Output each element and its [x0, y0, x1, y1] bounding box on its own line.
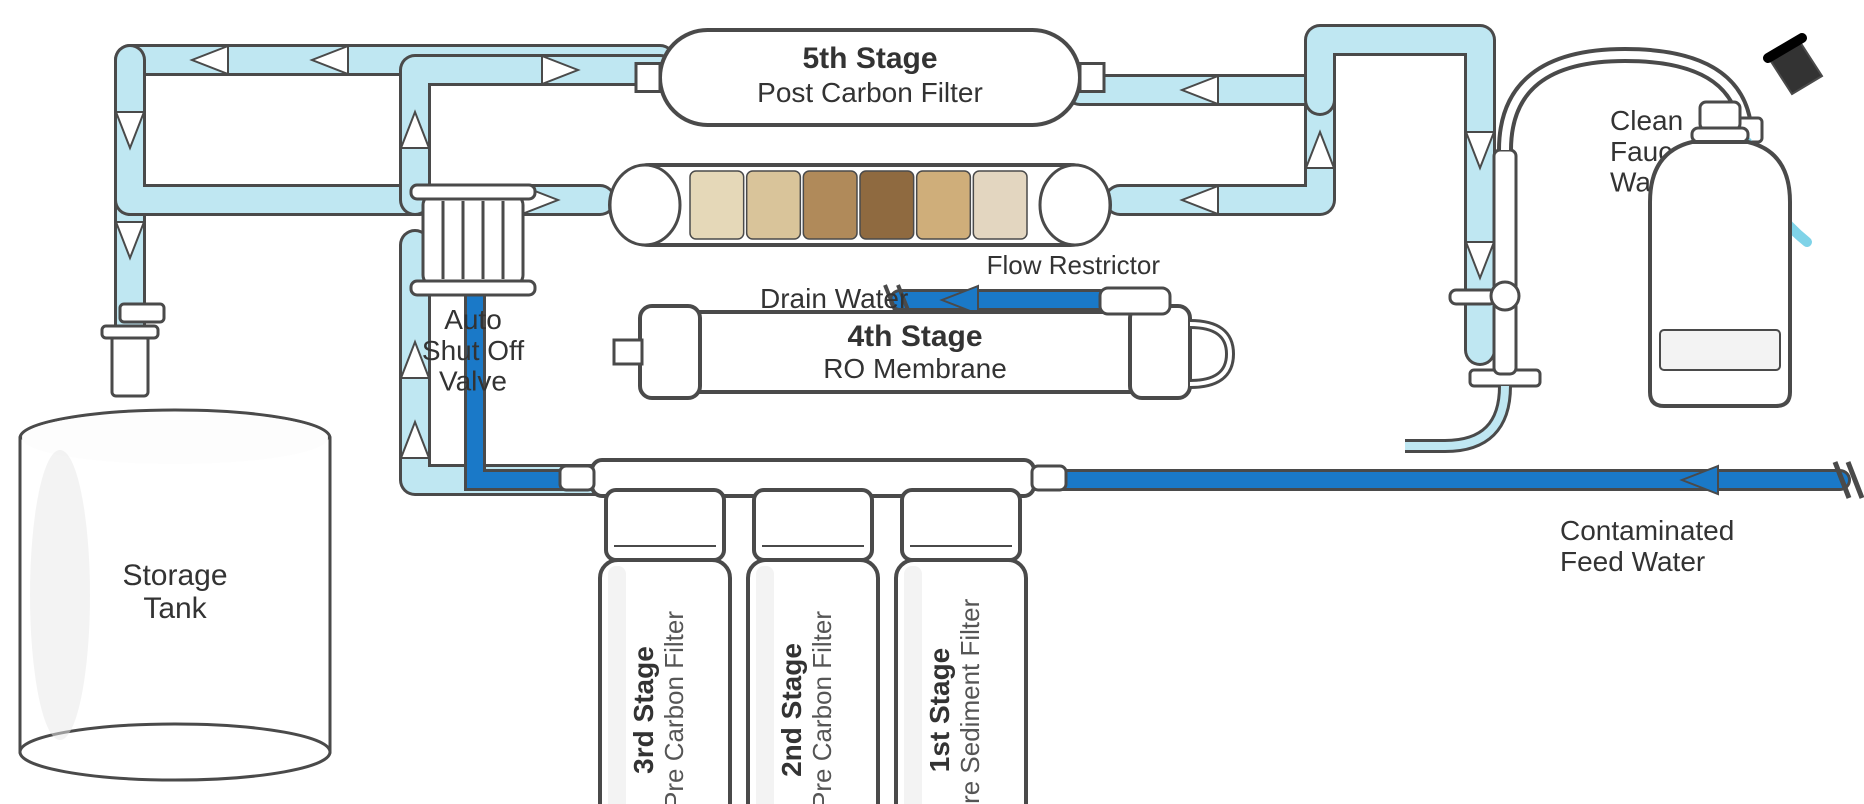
svg-text:Drain Water: Drain Water: [760, 283, 908, 314]
svg-text:ContaminatedFeed Water: ContaminatedFeed Water: [1560, 515, 1734, 577]
svg-text:Post Carbon Filter: Post Carbon Filter: [757, 77, 983, 108]
prefilter-2: 2nd StagePre Carbon Filter: [748, 490, 878, 804]
svg-text:RO Membrane: RO Membrane: [823, 353, 1007, 384]
svg-text:4th Stage: 4th Stage: [847, 320, 982, 353]
storage-tank: StorageTank: [20, 304, 330, 780]
prefilter-3: 3rd StagePre Carbon Filter: [600, 490, 730, 804]
svg-text:3rd Stage: 3rd Stage: [628, 646, 659, 774]
stage5-post-carbon: 5th StagePost Carbon Filter: [636, 30, 1104, 125]
svg-text:AutoShut OffValve: AutoShut OffValve: [422, 304, 524, 397]
svg-text:5th Stage: 5th Stage: [802, 42, 937, 75]
auto-shutoff-valve: AutoShut OffValve: [411, 185, 535, 397]
stage4-ro-membrane: 4th StageRO Membrane: [614, 306, 1230, 398]
prefilter-1: 1st StagePre Sediment Filter: [896, 490, 1026, 804]
svg-text:Flow Restrictor: Flow Restrictor: [987, 250, 1161, 280]
svg-text:Pre Carbon Filter: Pre Carbon Filter: [807, 611, 837, 804]
prefilter-bank: 3rd StagePre Carbon Filter2nd StagePre C…: [560, 460, 1066, 804]
svg-text:2nd Stage: 2nd Stage: [776, 643, 807, 777]
svg-text:Pre Carbon Filter: Pre Carbon Filter: [659, 611, 689, 804]
remineralizer-cartridge: [610, 165, 1110, 245]
svg-text:Pre Sediment Filter: Pre Sediment Filter: [955, 598, 985, 804]
svg-text:1st Stage: 1st Stage: [924, 648, 955, 773]
